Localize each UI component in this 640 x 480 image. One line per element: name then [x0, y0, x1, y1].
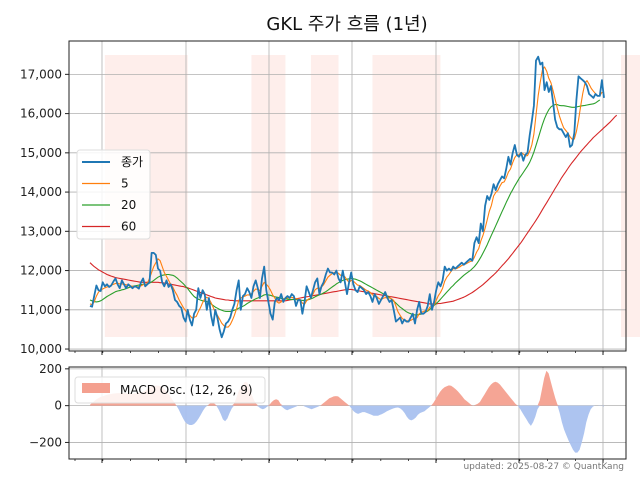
shaded-range-4	[620, 55, 640, 337]
osc-ytick-label-1: 0	[54, 399, 62, 413]
osc-legend-swatch	[82, 383, 110, 393]
price-ytick-label-3: 13,000	[20, 224, 62, 238]
series-line-ma5	[89, 66, 605, 328]
footer-credit: updated: 2025-08-27 © QuantKang	[463, 462, 624, 472]
osc-legend-label: MACD Osc. (12, 26, 9)	[120, 383, 253, 397]
price-ytick-label-7: 17,000	[20, 67, 62, 81]
price-ytick-label-6: 16,000	[20, 107, 62, 121]
price-ytick-label-1: 11,000	[20, 303, 62, 317]
price-ytick-label-4: 14,000	[20, 185, 62, 199]
osc-legend-box	[74, 376, 266, 404]
legend-box	[76, 149, 151, 240]
osc-plot-frame	[68, 366, 627, 460]
legend-label-ma60: 60	[121, 220, 136, 234]
price-ytick-label-0: 10,000	[20, 342, 62, 356]
osc-area-negative	[90, 405, 604, 453]
legend-label-ma20: 20	[121, 198, 136, 212]
price-ytick-label-2: 12,000	[20, 264, 62, 278]
osc-ytick-label-2: −200	[29, 435, 62, 449]
legend-label-close: 종가	[121, 155, 143, 169]
chart-title: GKL 주가 흐름 (1년)	[266, 14, 427, 35]
series-line-close	[89, 55, 605, 339]
legend-label-ma5: 5	[121, 177, 129, 191]
osc-ytick-label-0: 200	[39, 362, 62, 376]
shaded-range-2	[310, 55, 339, 337]
series-line-ma60	[89, 114, 618, 305]
shaded-range-3	[372, 55, 441, 337]
shaded-range-1	[251, 55, 286, 337]
price-ytick-label-5: 15,000	[20, 146, 62, 160]
osc-legend: MACD Osc. (12, 26, 9)	[74, 376, 266, 404]
price-plot-frame	[68, 40, 627, 352]
price-legend: 종가 5 20 60	[76, 149, 151, 240]
